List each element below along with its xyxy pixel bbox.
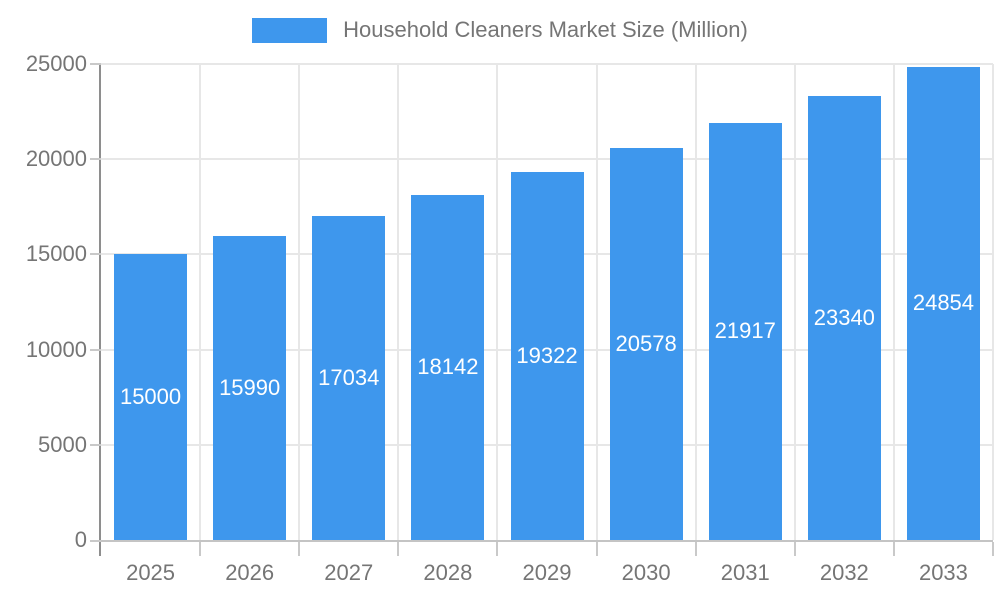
x-axis-tick-label: 2025 bbox=[126, 560, 176, 585]
bar-2028[interactable]: 18142 bbox=[411, 194, 485, 540]
y-axis-tick-label: 20000 bbox=[25, 146, 87, 172]
x-axis-tick-label: 2031 bbox=[720, 560, 770, 585]
y-axis-tick-label: 5000 bbox=[38, 431, 87, 457]
y-axis-tick bbox=[90, 63, 101, 65]
bar-2029[interactable]: 19322 bbox=[510, 172, 584, 540]
x-axis-tick-label: 2032 bbox=[819, 560, 869, 585]
bar-value-label: 15990 bbox=[219, 374, 281, 400]
bar-2030[interactable]: 20578 bbox=[609, 148, 683, 540]
bar-value-label: 17034 bbox=[318, 364, 380, 390]
y-axis-line bbox=[99, 64, 101, 556]
bar-value-label: 23340 bbox=[813, 304, 875, 330]
legend-label: Household Cleaners Market Size (Million) bbox=[343, 17, 748, 42]
y-axis-tick-label: 10000 bbox=[25, 336, 87, 362]
x-axis-tick-label: 2026 bbox=[225, 560, 275, 585]
v-gridline bbox=[496, 64, 499, 540]
chart-legend[interactable]: Household Cleaners Market Size (Million) bbox=[0, 17, 1000, 43]
v-gridline bbox=[595, 64, 598, 540]
v-gridline bbox=[793, 64, 796, 540]
y-axis-tick-label: 15000 bbox=[25, 241, 87, 267]
y-axis-tick bbox=[90, 253, 101, 256]
v-gridline bbox=[397, 64, 400, 540]
x-axis-tick bbox=[496, 542, 499, 556]
x-axis-tick bbox=[892, 542, 895, 556]
y-axis-tick bbox=[90, 540, 101, 542]
bar-value-label: 21917 bbox=[714, 318, 776, 344]
x-axis-tick-label: 2027 bbox=[324, 560, 374, 585]
v-gridline bbox=[892, 64, 895, 540]
x-axis-tick-label: 2030 bbox=[621, 560, 671, 585]
x-axis-tick bbox=[793, 542, 796, 556]
v-gridline bbox=[298, 64, 301, 540]
v-gridline bbox=[694, 64, 697, 540]
h-gridline bbox=[101, 158, 993, 161]
v-gridline bbox=[199, 64, 202, 540]
bar-value-label: 24854 bbox=[912, 290, 975, 316]
x-axis-tick-label: 2028 bbox=[423, 560, 473, 585]
bar-2025[interactable]: 15000 bbox=[114, 254, 188, 540]
x-axis-tick bbox=[694, 542, 697, 556]
v-gridline bbox=[992, 64, 994, 540]
legend-swatch-icon bbox=[252, 17, 328, 43]
bar-value-label: 18142 bbox=[417, 354, 479, 380]
x-axis-tick bbox=[595, 542, 598, 556]
bar-value-label: 19322 bbox=[516, 343, 578, 369]
y-axis-tick bbox=[90, 443, 101, 446]
bar-2033[interactable]: 24854 bbox=[906, 66, 980, 540]
x-axis-tick bbox=[397, 542, 400, 556]
bar-2027[interactable]: 17034 bbox=[312, 215, 386, 540]
x-axis-tick bbox=[199, 542, 202, 556]
x-axis-tick bbox=[992, 542, 994, 556]
plot-area: 15000 15990 17034 18142 19322 20578 21917 23340… bbox=[101, 63, 994, 540]
bar-value-label: 20578 bbox=[615, 331, 677, 357]
y-axis-tick bbox=[90, 348, 101, 351]
bar-2026[interactable]: 15990 bbox=[213, 235, 287, 540]
y-axis-tick bbox=[90, 158, 101, 161]
h-gridline bbox=[101, 63, 993, 65]
y-axis-tick-label: 0 bbox=[74, 527, 87, 552]
bar-2031[interactable]: 21917 bbox=[708, 122, 782, 540]
x-axis-tick-label: 2033 bbox=[918, 560, 968, 585]
x-axis-line bbox=[99, 540, 993, 542]
x-axis-tick-label: 2029 bbox=[522, 560, 572, 585]
bar-2032[interactable]: 23340 bbox=[807, 95, 881, 540]
y-axis-tick-label: 25000 bbox=[25, 51, 87, 76]
bar-value-label: 15000 bbox=[119, 384, 182, 410]
x-axis-tick bbox=[298, 542, 301, 556]
